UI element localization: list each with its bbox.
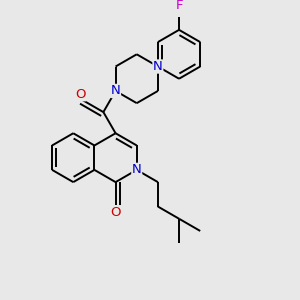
Text: O: O bbox=[75, 88, 86, 101]
Text: N: N bbox=[132, 164, 142, 176]
Text: F: F bbox=[175, 0, 183, 12]
Text: N: N bbox=[111, 84, 121, 98]
Text: O: O bbox=[110, 206, 121, 219]
Text: N: N bbox=[153, 60, 163, 73]
